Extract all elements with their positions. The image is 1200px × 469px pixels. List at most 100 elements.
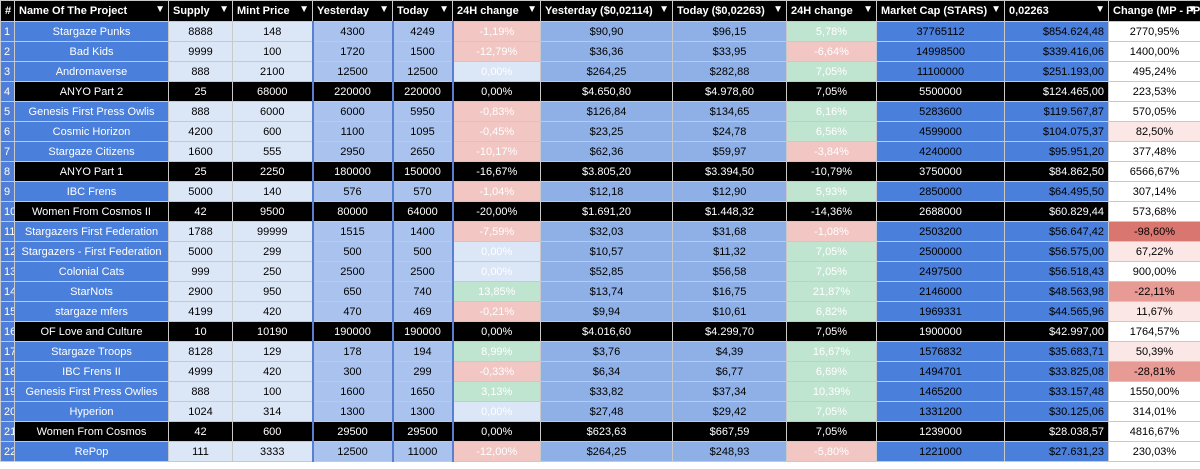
today-price-cell[interactable]: 12500 (391, 61, 454, 82)
row-index-cell[interactable]: 3 (0, 61, 15, 82)
market-cap-usd-cell[interactable]: $56.575,00 (1004, 241, 1109, 262)
table-row[interactable]: 5 Genesis First Press Owlis 888 6000 6000 595… (0, 101, 1200, 122)
change-24h-usd-cell[interactable]: 5,93% (786, 181, 877, 202)
change-24h-usd-cell[interactable]: 21,87% (786, 281, 877, 302)
today-usd-cell[interactable]: $4,39 (672, 341, 787, 362)
table-row[interactable]: 13Colonial Cats999250250025000,00%$52,85… (0, 261, 1200, 282)
supply-cell[interactable]: 1600 (168, 141, 233, 162)
today-usd-cell[interactable]: $29,42 (672, 401, 787, 422)
supply-cell[interactable]: 8888 (168, 21, 233, 42)
yesterday-usd-cell[interactable]: $10,57 (540, 241, 673, 262)
mp-fp-change-cell[interactable]: 570,05% (1108, 101, 1200, 122)
table-row[interactable]: 21Women From Cosmos4260029500295000,00%$… (0, 421, 1200, 442)
today-price-cell[interactable]: 2500 (391, 261, 454, 282)
change-24h-usd-cell[interactable]: 7,05% (786, 261, 877, 282)
supply-cell[interactable]: 9999 (168, 41, 233, 62)
today-usd-cell[interactable]: $4.299,70 (672, 321, 787, 342)
yesterday-usd-cell[interactable]: $62,36 (540, 141, 673, 162)
mp-fp-change-cell[interactable]: 1764,57% (1108, 321, 1200, 342)
change-24h-usd-cell[interactable]: 7,05% (786, 241, 877, 262)
change-24h-cell[interactable]: 0,00% (452, 81, 541, 102)
row-index-cell[interactable]: 7 (0, 141, 15, 162)
change-24h-cell[interactable]: -7,59% (452, 221, 541, 242)
today-usd-cell[interactable]: $3.394,50 (672, 161, 787, 182)
change-24h-cell[interactable]: -0,45% (452, 121, 541, 142)
change-24h-cell[interactable]: -1,04% (452, 181, 541, 202)
yesterday-price-cell[interactable]: 500 (311, 241, 394, 262)
market-cap-usd-cell[interactable]: $30.125,06 (1004, 401, 1109, 422)
change-24h-usd-cell[interactable]: 7,05% (786, 401, 877, 422)
table-row[interactable]: 10Women From Cosmos II4295008000064000-2… (0, 201, 1200, 222)
today-usd-cell[interactable]: $4.978,60 (672, 81, 787, 102)
project-name-cell[interactable]: Genesis First Press Owlis (14, 101, 169, 122)
market-cap-usd-cell[interactable]: $56.518,43 (1004, 261, 1109, 282)
today-price-cell[interactable]: 740 (391, 281, 454, 302)
row-index-cell[interactable]: 11 (0, 221, 15, 242)
yesterday-usd-cell[interactable]: $264,25 (540, 441, 673, 462)
project-name-cell[interactable]: Bad Kids (14, 41, 169, 62)
mint-price-cell[interactable]: 129 (232, 341, 313, 362)
yesterday-usd-cell[interactable]: $1.691,20 (540, 201, 673, 222)
filter-icon[interactable]: ▼ (991, 4, 1001, 15)
table-row[interactable]: 3 Andromaverse 888 2100 12500 12500 0,00% $264,… (0, 61, 1200, 82)
project-name-cell[interactable]: Colonial Cats (14, 261, 169, 282)
market-cap-usd-cell[interactable]: $339.416,06 (1004, 41, 1109, 62)
today-usd-cell[interactable]: $37,34 (672, 381, 787, 402)
today-price-cell[interactable]: 220000 (391, 81, 454, 102)
today-usd-cell[interactable]: $11,32 (672, 241, 787, 262)
project-name-cell[interactable]: StarNots (14, 281, 169, 302)
today-price-cell[interactable]: 1500 (391, 41, 454, 62)
row-index-cell[interactable]: 16 (0, 321, 15, 342)
today-usd-cell[interactable]: $33,95 (672, 41, 787, 62)
yesterday-usd-cell[interactable]: $23,25 (540, 121, 673, 142)
yesterday-usd-cell[interactable]: $6,34 (540, 361, 673, 382)
mint-price-cell[interactable]: 2100 (232, 61, 313, 82)
today-usd-cell[interactable]: $59,97 (672, 141, 787, 162)
row-index-cell[interactable]: 14 (0, 281, 15, 302)
market-cap-cell[interactable]: 5500000 (876, 81, 1005, 102)
filter-icon[interactable]: ▼ (1187, 4, 1197, 15)
table-row[interactable]: 22RePop11133331250011000-12,00%$264,25$2… (0, 441, 1200, 462)
supply-cell[interactable]: 8128 (168, 341, 233, 362)
supply-cell[interactable]: 1024 (168, 401, 233, 422)
filter-icon[interactable]: ▼ (439, 4, 449, 15)
row-index-cell[interactable]: 13 (0, 261, 15, 282)
change-24h-usd-cell[interactable]: 7,05% (786, 421, 877, 442)
project-name-cell[interactable]: Hyperion (14, 401, 169, 422)
yesterday-price-cell[interactable]: 190000 (311, 321, 394, 342)
yesterday-usd-cell[interactable]: $264,25 (540, 61, 673, 82)
mp-fp-change-cell[interactable]: 6566,67% (1108, 161, 1200, 182)
market-cap-cell[interactable]: 1900000 (876, 321, 1005, 342)
market-cap-cell[interactable]: 1494701 (876, 361, 1005, 382)
today-price-cell[interactable]: 1095 (391, 121, 454, 142)
table-row[interactable]: 4 ANYO Part 2 25 68000 220000 220000 0,00% $4.6… (0, 81, 1200, 102)
change-24h-cell[interactable]: -1,19% (452, 21, 541, 42)
change-24h-usd-cell[interactable]: 16,67% (786, 341, 877, 362)
mint-price-cell[interactable]: 2250 (232, 161, 313, 182)
supply-cell[interactable]: 42 (168, 421, 233, 442)
yesterday-price-cell[interactable]: 1300 (311, 401, 394, 422)
mp-fp-change-cell[interactable]: 495,24% (1108, 61, 1200, 82)
table-row[interactable]: 16OF Love and Culture1010190190000190000… (0, 321, 1200, 342)
table-row[interactable]: 6 Cosmic Horizon 4200 600 1100 1095 -0,45% $23,… (0, 121, 1200, 142)
yesterday-usd-cell[interactable]: $32,03 (540, 221, 673, 242)
supply-cell[interactable]: 111 (168, 441, 233, 462)
mint-price-cell[interactable]: 600 (232, 421, 313, 442)
supply-cell[interactable]: 4199 (168, 301, 233, 322)
supply-cell[interactable]: 5000 (168, 241, 233, 262)
market-cap-usd-cell[interactable]: $854.624,48 (1004, 21, 1109, 42)
change-24h-cell[interactable]: -10,17% (452, 141, 541, 162)
today-price-cell[interactable]: 1300 (391, 401, 454, 422)
today-price-cell[interactable]: 150000 (391, 161, 454, 182)
filter-icon[interactable]: ▼ (773, 4, 783, 15)
col-yesterday-usd-header[interactable]: Yesterday ($0,02114) ▼ (540, 0, 673, 22)
change-24h-usd-cell[interactable]: -6,64% (786, 41, 877, 62)
table-row[interactable]: 8 ANYO Part 1 25 2250 180000 150000 -16,67% $3.… (0, 161, 1200, 182)
mint-price-cell[interactable]: 600 (232, 121, 313, 142)
row-index-cell[interactable]: 1 (0, 21, 15, 42)
yesterday-usd-cell[interactable]: $90,90 (540, 21, 673, 42)
today-price-cell[interactable]: 11000 (391, 441, 454, 462)
mp-fp-change-cell[interactable]: 573,68% (1108, 201, 1200, 222)
today-price-cell[interactable]: 194 (391, 341, 454, 362)
change-24h-cell[interactable]: -12,79% (452, 41, 541, 62)
